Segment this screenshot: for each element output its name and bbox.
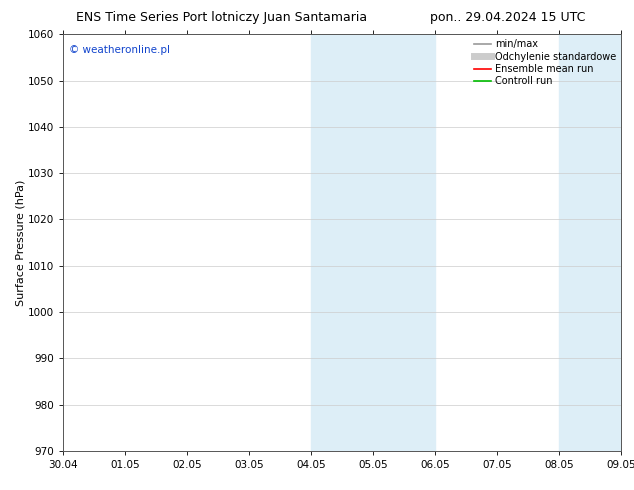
Bar: [559, 34, 621, 451]
Bar: [311, 34, 436, 451]
Text: © weatheronline.pl: © weatheronline.pl: [69, 45, 170, 55]
Text: pon.. 29.04.2024 15 UTC: pon.. 29.04.2024 15 UTC: [429, 11, 585, 24]
Y-axis label: Surface Pressure (hPa): Surface Pressure (hPa): [15, 179, 25, 306]
Text: ENS Time Series Port lotniczy Juan Santamaria: ENS Time Series Port lotniczy Juan Santa…: [76, 11, 368, 24]
Legend: min/max, Odchylenie standardowe, Ensemble mean run, Controll run: min/max, Odchylenie standardowe, Ensembl…: [474, 39, 616, 86]
